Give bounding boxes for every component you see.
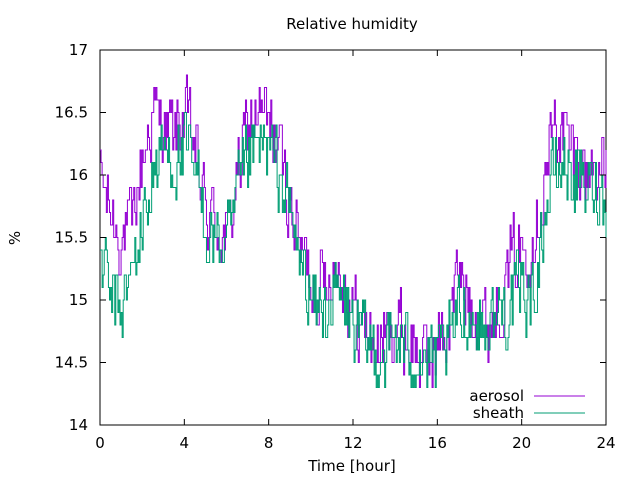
series-line-aerosol xyxy=(100,74,607,388)
series-layer xyxy=(100,74,607,388)
y-tick-label: 17 xyxy=(69,41,88,59)
x-tick-label: 8 xyxy=(264,434,274,452)
x-tick-label: 12 xyxy=(343,434,362,452)
x-tick-label: 20 xyxy=(512,434,531,452)
x-axis-label: Time [hour] xyxy=(307,457,396,475)
ticks-layer: 0 4 8 12 16 20 24 14 14.5 15 15.5 16 16.5 17 xyxy=(55,41,616,452)
y-tick-label: 16 xyxy=(69,166,88,184)
x-tick-label: 4 xyxy=(180,434,190,452)
y-tick-label: 14 xyxy=(69,416,88,434)
x-tick-label: 16 xyxy=(428,434,447,452)
plot-area-frame xyxy=(99,49,607,426)
legend: aerosol sheath xyxy=(469,387,585,422)
y-tick-label: 15 xyxy=(69,291,88,309)
legend-label-sheath: sheath xyxy=(473,404,524,422)
series-line-sheath xyxy=(100,112,607,388)
x-tick-label: 24 xyxy=(596,434,615,452)
x-tick-label: 0 xyxy=(95,434,105,452)
legend-label-aerosol: aerosol xyxy=(469,387,524,405)
y-tick-label: 16.5 xyxy=(55,104,88,122)
y-tick-label: 15.5 xyxy=(55,229,88,247)
chart-title: Relative humidity xyxy=(286,15,418,33)
y-axis-label: % xyxy=(6,231,24,245)
y-tick-label: 14.5 xyxy=(55,354,88,372)
